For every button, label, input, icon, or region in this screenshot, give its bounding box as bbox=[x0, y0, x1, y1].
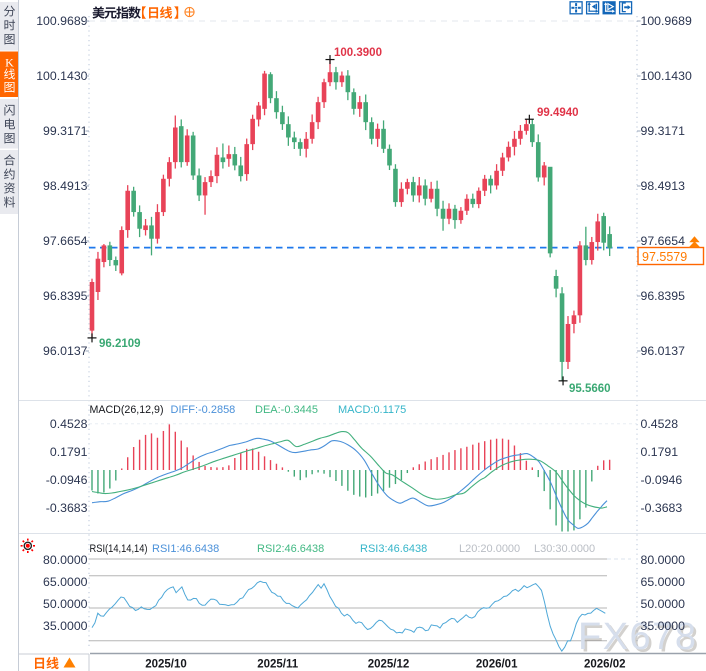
svg-text:RSI(14,14,14): RSI(14,14,14) bbox=[90, 543, 148, 555]
svg-text:35.0000: 35.0000 bbox=[43, 619, 88, 633]
svg-text:2026/02: 2026/02 bbox=[584, 659, 626, 671]
svg-text:2025/11: 2025/11 bbox=[257, 659, 299, 671]
svg-text:96.0137: 96.0137 bbox=[43, 344, 88, 358]
svg-text:2025/12: 2025/12 bbox=[368, 659, 410, 671]
svg-text:96.2109: 96.2109 bbox=[99, 338, 141, 350]
svg-text:K: K bbox=[5, 56, 14, 70]
svg-text:80.0000: 80.0000 bbox=[43, 553, 88, 567]
svg-text:80.0000: 80.0000 bbox=[641, 553, 686, 567]
svg-text:RSI2:46.6438: RSI2:46.6438 bbox=[257, 543, 324, 555]
svg-text:35.0000: 35.0000 bbox=[641, 619, 686, 633]
svg-text:-0.0946: -0.0946 bbox=[641, 473, 683, 487]
svg-text:L20:20.0000: L20:20.0000 bbox=[459, 543, 520, 555]
svg-text:50.0000: 50.0000 bbox=[43, 597, 88, 611]
svg-text:98.4913: 98.4913 bbox=[641, 179, 686, 193]
svg-text:MACD:0.1175: MACD:0.1175 bbox=[338, 404, 406, 416]
svg-text:2025/10: 2025/10 bbox=[145, 659, 187, 671]
svg-text:0.1791: 0.1791 bbox=[50, 445, 88, 459]
svg-text:98.4913: 98.4913 bbox=[43, 179, 88, 193]
svg-text:99.3171: 99.3171 bbox=[43, 124, 88, 138]
svg-text:0.1791: 0.1791 bbox=[641, 445, 679, 459]
svg-text:97.6654: 97.6654 bbox=[43, 234, 88, 248]
svg-text:97.5579: 97.5579 bbox=[642, 250, 687, 264]
svg-text:50.0000: 50.0000 bbox=[641, 597, 686, 611]
svg-text:95.5660: 95.5660 bbox=[569, 383, 611, 395]
svg-text:MACD(26,12,9): MACD(26,12,9) bbox=[90, 404, 164, 416]
svg-text:100.9689: 100.9689 bbox=[641, 14, 692, 28]
svg-text:100.1430: 100.1430 bbox=[641, 69, 692, 83]
svg-text:2026/01: 2026/01 bbox=[476, 659, 518, 671]
svg-text:97.6654: 97.6654 bbox=[641, 234, 686, 248]
svg-text:FX678: FX678 bbox=[578, 616, 697, 658]
svg-text:0.4528: 0.4528 bbox=[641, 417, 679, 431]
svg-text:96.8395: 96.8395 bbox=[641, 289, 686, 303]
svg-text:96.8395: 96.8395 bbox=[43, 289, 88, 303]
svg-text:-0.0946: -0.0946 bbox=[46, 473, 88, 487]
svg-text:-0.3683: -0.3683 bbox=[641, 501, 683, 515]
svg-text:RSI3:46.6438: RSI3:46.6438 bbox=[360, 543, 427, 555]
svg-text:RSI1:46.6438: RSI1:46.6438 bbox=[152, 543, 219, 555]
svg-text:100.3900: 100.3900 bbox=[334, 47, 382, 59]
svg-text:DIFF:-0.2858: DIFF:-0.2858 bbox=[171, 404, 236, 416]
svg-text:96.0137: 96.0137 bbox=[641, 344, 686, 358]
svg-text:99.3171: 99.3171 bbox=[641, 124, 686, 138]
svg-text:DEA:-0.3445: DEA:-0.3445 bbox=[255, 404, 318, 416]
svg-text:100.9689: 100.9689 bbox=[36, 14, 87, 28]
svg-text:99.4940: 99.4940 bbox=[537, 107, 579, 119]
svg-text:0.4528: 0.4528 bbox=[50, 417, 88, 431]
svg-text:65.0000: 65.0000 bbox=[641, 575, 686, 589]
svg-text:-0.3683: -0.3683 bbox=[46, 501, 88, 515]
svg-text:65.0000: 65.0000 bbox=[43, 575, 88, 589]
svg-text:100.1430: 100.1430 bbox=[36, 69, 87, 83]
svg-text:L30:30.0000: L30:30.0000 bbox=[534, 543, 595, 555]
